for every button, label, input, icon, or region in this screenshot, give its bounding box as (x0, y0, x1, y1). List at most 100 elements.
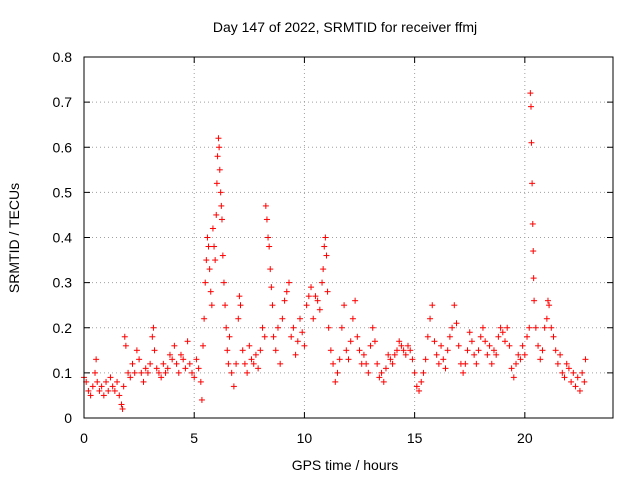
data-point (321, 243, 328, 250)
data-point (572, 383, 579, 390)
data-point (506, 342, 513, 349)
data-point (166, 351, 173, 358)
data-point (158, 374, 165, 381)
y-axis-title: SRMTID / TECUs (6, 183, 22, 293)
data-point (330, 360, 337, 367)
data-points (81, 90, 589, 412)
data-point (449, 324, 456, 331)
data-point (259, 324, 266, 331)
data-point (495, 333, 502, 340)
data-point (103, 378, 110, 385)
data-point (493, 351, 500, 358)
data-point (389, 360, 396, 367)
data-point (367, 342, 374, 349)
data-point (438, 342, 445, 349)
data-point (189, 369, 196, 376)
data-point (530, 275, 537, 282)
data-point (322, 234, 329, 241)
data-point (451, 302, 458, 309)
x-tick-label: 10 (297, 430, 313, 446)
data-point (105, 387, 112, 394)
data-point (550, 333, 557, 340)
data-point (563, 360, 570, 367)
data-point (528, 103, 535, 110)
data-point (274, 324, 281, 331)
data-point (531, 297, 538, 304)
data-point (120, 383, 127, 390)
y-tick-label: 0.3 (53, 275, 73, 291)
data-point (325, 324, 332, 331)
data-point (180, 356, 187, 363)
data-point (323, 252, 330, 259)
data-point (393, 347, 400, 354)
data-point (138, 369, 145, 376)
data-point (501, 338, 508, 345)
data-point (396, 338, 403, 345)
y-tick-label: 0 (64, 410, 72, 426)
data-point (301, 342, 308, 349)
data-point (320, 266, 327, 273)
data-point (285, 279, 292, 286)
data-point (290, 324, 297, 331)
data-point (193, 356, 200, 363)
data-point (204, 234, 211, 241)
data-point (391, 351, 398, 358)
data-point (468, 338, 475, 345)
data-point (116, 392, 123, 399)
data-point (429, 302, 436, 309)
data-point (114, 378, 121, 385)
data-point (530, 248, 537, 255)
data-point (266, 243, 273, 250)
data-point (214, 153, 221, 160)
data-point (202, 279, 209, 286)
data-point (324, 288, 331, 295)
data-point (121, 333, 128, 340)
data-point (475, 347, 482, 354)
data-point (131, 369, 138, 376)
data-point (435, 360, 442, 367)
data-point (455, 342, 462, 349)
data-point (484, 351, 491, 358)
data-point (94, 378, 101, 385)
data-point (96, 387, 103, 394)
data-point (528, 139, 535, 146)
data-point (565, 365, 572, 372)
data-point (433, 351, 440, 358)
data-point (136, 356, 143, 363)
data-point (334, 369, 341, 376)
data-point (149, 333, 156, 340)
data-point (576, 387, 583, 394)
data-point (546, 302, 553, 309)
data-point (310, 315, 317, 322)
data-point (490, 347, 497, 354)
data-point (371, 338, 378, 345)
data-point (473, 360, 480, 367)
data-point (241, 360, 248, 367)
x-tick-label: 0 (80, 430, 88, 446)
data-point (237, 302, 244, 309)
data-point (308, 284, 315, 291)
data-point (521, 351, 528, 358)
data-point (212, 257, 219, 264)
data-point (100, 392, 107, 399)
data-point (424, 333, 431, 340)
data-point (236, 293, 243, 300)
data-point (228, 369, 235, 376)
data-point (118, 401, 125, 408)
data-point (416, 387, 423, 394)
data-point (177, 351, 184, 358)
data-point (479, 324, 486, 331)
data-point (220, 279, 227, 286)
data-point (294, 338, 301, 345)
data-point (219, 252, 226, 259)
data-point (535, 342, 542, 349)
data-point (529, 180, 536, 187)
data-point (184, 338, 191, 345)
data-point (109, 383, 116, 390)
data-point (200, 342, 207, 349)
data-point (175, 369, 182, 376)
data-point (579, 369, 586, 376)
data-point (164, 365, 171, 372)
data-point (216, 166, 223, 173)
data-point (407, 347, 414, 354)
